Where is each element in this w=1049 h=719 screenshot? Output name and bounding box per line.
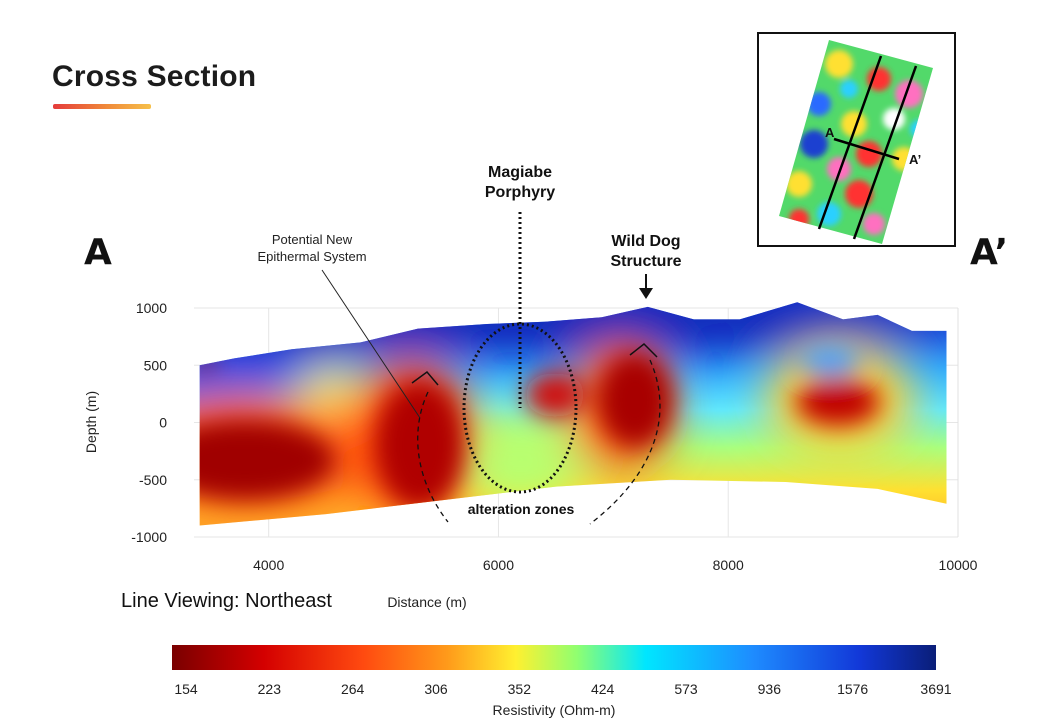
colorbar-tick-label: 424 (591, 681, 615, 697)
magiabe-label-2: Porphyry (485, 184, 555, 201)
colorbar-tick-label: 223 (258, 681, 282, 697)
viewing-direction: Line Viewing: Northeast (121, 590, 332, 612)
epithermal-label-1: Potential New (272, 232, 353, 247)
porphyry-target-ellipse (462, 322, 578, 494)
wild-dog-label-1: Wild Dog (611, 233, 680, 250)
colorbar-tick-label: 1576 (837, 681, 868, 697)
fold-marker-left (411, 370, 439, 386)
x-axis-ticks: 4000 6000 8000 10000 (253, 557, 978, 573)
colorbar-tick-label: 264 (341, 681, 365, 697)
colorbar-ticks: 154 223 264 306 352 424 573 936 1576 3691 (174, 681, 951, 697)
y-tick-label: -1000 (131, 529, 167, 545)
x-tick-label: 4000 (253, 557, 284, 573)
magiabe-label-1: Magiabe (488, 164, 552, 181)
colorbar-tick-label: 154 (174, 681, 198, 697)
y-tick-label: 500 (144, 357, 168, 373)
fold-marker-right (629, 342, 658, 358)
colorbar-tick-label: 573 (674, 681, 698, 697)
x-tick-label: 6000 (483, 557, 514, 573)
section-end-label: A’ (970, 232, 1009, 273)
section-start-label: A (84, 232, 112, 273)
inset-label-a-prime: A’ (909, 152, 921, 167)
inset-map-svg: A A’ (779, 40, 933, 244)
y-tick-label: 0 (159, 415, 167, 431)
epithermal-leader-line (321, 269, 421, 419)
y-axis-label: Depth (m) (83, 391, 99, 453)
x-tick-label: 8000 (713, 557, 744, 573)
y-axis-ticks: 1000 500 0 -500 -1000 (131, 300, 167, 545)
y-tick-label: 1000 (136, 300, 167, 316)
inset-section-line (833, 137, 900, 161)
x-axis-label: Distance (m) (387, 594, 466, 610)
title-underline (53, 104, 151, 109)
colorbar-tick-label: 936 (758, 681, 782, 697)
colorbar (172, 645, 936, 670)
alteration-zone-left (417, 391, 449, 523)
colorbar-tick-label: 3691 (920, 681, 951, 697)
x-tick-label: 10000 (939, 557, 978, 573)
y-tick-label: -500 (139, 472, 167, 488)
inset-location-map: A A’ (757, 32, 956, 247)
page-title: Cross Section (52, 60, 257, 93)
colorbar-tick-label: 352 (508, 681, 532, 697)
wild-dog-label-2: Structure (610, 253, 681, 270)
inset-line-1 (817, 55, 883, 230)
alteration-zones-label: alteration zones (468, 501, 575, 517)
colorbar-tick-label: 306 (424, 681, 448, 697)
epithermal-label-2: Epithermal System (257, 249, 366, 264)
wild-dog-arrow-head (639, 288, 653, 299)
inset-label-a: A (825, 125, 835, 140)
inset-line-2 (852, 65, 918, 240)
colorbar-label: Resistivity (Ohm-m) (493, 702, 616, 718)
alteration-zone-right (589, 359, 661, 525)
